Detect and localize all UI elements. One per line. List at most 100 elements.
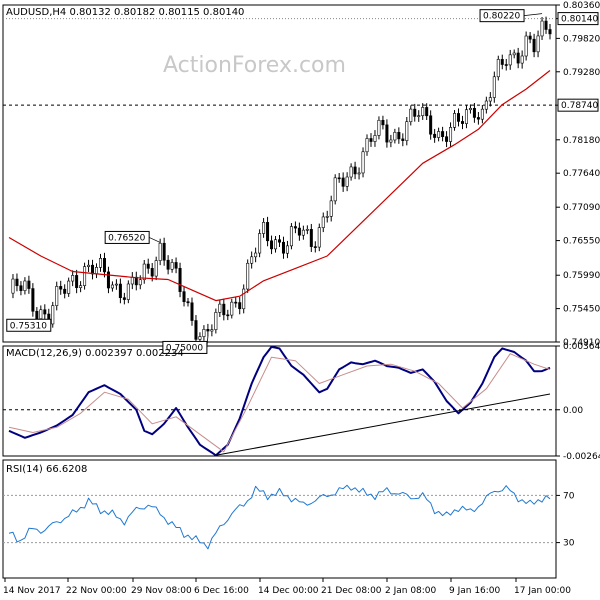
annotation-leader bbox=[523, 13, 543, 17]
candle-body bbox=[540, 20, 544, 37]
candle-body bbox=[496, 59, 500, 78]
candle-body bbox=[333, 177, 337, 202]
candle-body bbox=[341, 177, 345, 187]
annotation-box bbox=[479, 9, 525, 23]
moving-average-line bbox=[8, 70, 551, 302]
candle-body bbox=[242, 288, 246, 310]
candle-body bbox=[95, 267, 99, 275]
x-tick-label: 6 Dec 16:00 bbox=[194, 586, 249, 596]
candle-body bbox=[102, 258, 106, 273]
candle-body bbox=[433, 133, 437, 138]
annotation-label: 0.76520 bbox=[108, 233, 145, 243]
candle-body bbox=[31, 288, 35, 312]
candle-body bbox=[126, 283, 130, 300]
candle-body bbox=[297, 227, 301, 236]
candle-body bbox=[492, 76, 496, 98]
rsi-tick-label: 70 bbox=[563, 491, 575, 501]
candle-body bbox=[480, 108, 484, 120]
candle-body bbox=[508, 54, 512, 66]
rsi-title: RSI(14) 66.6208 bbox=[6, 464, 87, 475]
candle-body bbox=[79, 285, 83, 288]
candle-body bbox=[178, 267, 182, 292]
macd-tick-label: 0.00364 bbox=[563, 342, 600, 352]
candle-body bbox=[317, 227, 321, 248]
candle-body bbox=[63, 288, 67, 294]
candle-body bbox=[75, 275, 79, 288]
price-tick-label: 0.80360 bbox=[563, 1, 600, 11]
candle-body bbox=[11, 278, 15, 294]
candle-body bbox=[349, 166, 353, 178]
candle-body bbox=[51, 305, 55, 325]
x-tick-label: 9 Jan 16:00 bbox=[449, 586, 501, 596]
candle-body bbox=[158, 242, 162, 261]
candle-body bbox=[266, 222, 270, 242]
candle-body bbox=[234, 301, 238, 304]
candle-body bbox=[512, 52, 516, 56]
candle-body bbox=[154, 260, 158, 277]
candle-body bbox=[520, 55, 524, 64]
candle-body bbox=[170, 262, 174, 270]
candle-body bbox=[373, 135, 377, 142]
candle-body bbox=[250, 256, 254, 264]
annotation-label: 0.80220 bbox=[483, 12, 520, 22]
candle-body bbox=[528, 35, 532, 40]
candle-body bbox=[381, 119, 385, 126]
pane-frame-rsi bbox=[2, 459, 557, 579]
price-tick-label: 0.77090 bbox=[563, 203, 600, 213]
candle-body bbox=[59, 286, 63, 290]
candle-body bbox=[43, 309, 47, 315]
candle-body bbox=[254, 252, 258, 258]
candle-body bbox=[202, 329, 206, 337]
x-tick-label: 21 Dec 08:00 bbox=[321, 586, 382, 596]
candle-body bbox=[369, 138, 373, 142]
price-tick-label: 0.74910 bbox=[563, 338, 600, 348]
price-tick-label: 0.79280 bbox=[563, 68, 600, 78]
annotation-leader bbox=[148, 237, 161, 243]
candle-body bbox=[122, 297, 126, 300]
annotation-label: 0.75310 bbox=[10, 321, 47, 331]
candle-body bbox=[198, 336, 202, 340]
candle-body bbox=[285, 245, 289, 254]
candle-body bbox=[39, 309, 43, 320]
candle-body bbox=[238, 302, 242, 310]
candle-body bbox=[35, 310, 39, 320]
macd-tick-label: -0.00264 bbox=[563, 452, 600, 462]
candle-body bbox=[524, 35, 528, 57]
candle-body bbox=[365, 138, 369, 153]
candle-body bbox=[484, 100, 488, 110]
price-tick-label: 0.75990 bbox=[563, 271, 600, 281]
candle-body bbox=[488, 97, 492, 102]
candle-body bbox=[377, 119, 381, 136]
macd-signal-line bbox=[8, 353, 551, 453]
candle-body bbox=[353, 166, 357, 175]
candle-body bbox=[186, 301, 190, 304]
candle-body bbox=[87, 264, 91, 267]
candle-body bbox=[325, 216, 329, 218]
candle-body bbox=[182, 291, 186, 303]
candle-body bbox=[150, 268, 154, 277]
annotation-label: 0.75000 bbox=[166, 343, 203, 353]
candle-body bbox=[500, 59, 504, 65]
candle-body bbox=[301, 229, 305, 236]
candle-body bbox=[258, 233, 262, 254]
macd-trendline bbox=[215, 393, 551, 456]
candle-body bbox=[449, 127, 453, 142]
candle-body bbox=[421, 107, 425, 116]
candle-body bbox=[313, 246, 317, 248]
price-tick-label: 0.79820 bbox=[563, 34, 600, 44]
candle-body bbox=[516, 52, 520, 64]
candle-body bbox=[476, 117, 480, 120]
candle-body bbox=[274, 239, 278, 250]
level-price-box bbox=[557, 98, 599, 112]
candle-body bbox=[277, 239, 281, 243]
candle-body bbox=[130, 276, 134, 285]
macd-line bbox=[8, 345, 551, 457]
x-tick-label: 14 Nov 2017 bbox=[3, 586, 61, 596]
candle-body bbox=[67, 280, 71, 294]
candle-body bbox=[98, 258, 102, 268]
macd-tick-label: 0.00 bbox=[563, 406, 583, 416]
x-tick-label: 29 Nov 08:00 bbox=[131, 586, 192, 596]
candle-body bbox=[214, 312, 218, 330]
candle-body bbox=[293, 226, 297, 229]
